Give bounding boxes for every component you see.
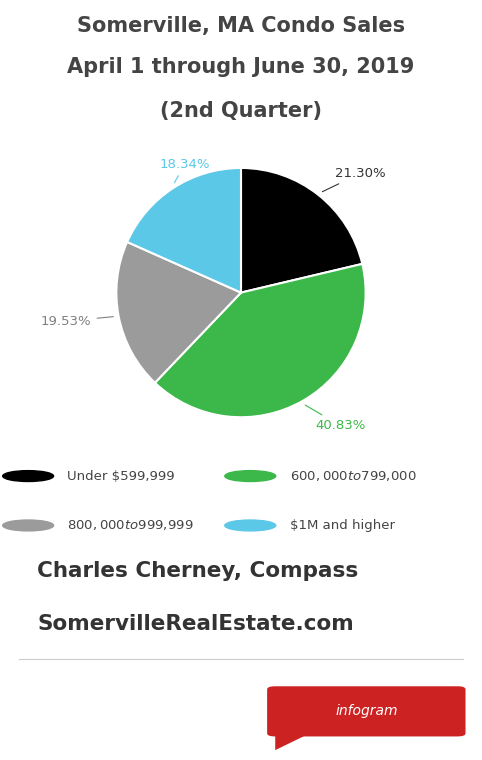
Circle shape bbox=[3, 520, 54, 531]
Circle shape bbox=[225, 470, 276, 482]
Circle shape bbox=[225, 520, 276, 531]
Polygon shape bbox=[275, 733, 309, 750]
Circle shape bbox=[3, 470, 54, 482]
Text: $600,000 to $799,000: $600,000 to $799,000 bbox=[290, 469, 416, 483]
Wedge shape bbox=[116, 242, 241, 383]
Wedge shape bbox=[241, 168, 362, 293]
Text: Charles Cherney, Compass: Charles Cherney, Compass bbox=[37, 561, 358, 581]
Text: Under $599,999: Under $599,999 bbox=[67, 470, 175, 483]
Text: SomervilleRealEstate.com: SomervilleRealEstate.com bbox=[37, 614, 354, 634]
Wedge shape bbox=[127, 168, 241, 293]
Text: April 1 through June 30, 2019: April 1 through June 30, 2019 bbox=[67, 58, 415, 78]
Text: 40.83%: 40.83% bbox=[305, 405, 365, 432]
Text: 21.30%: 21.30% bbox=[322, 167, 386, 192]
Wedge shape bbox=[155, 264, 366, 417]
Text: $1M and higher: $1M and higher bbox=[290, 519, 395, 532]
Text: Somerville, MA Condo Sales: Somerville, MA Condo Sales bbox=[77, 17, 405, 36]
Text: 18.34%: 18.34% bbox=[160, 157, 210, 182]
Text: infogram: infogram bbox=[335, 704, 398, 717]
Text: $800,000 to $999,999: $800,000 to $999,999 bbox=[67, 518, 194, 533]
Text: (2nd Quarter): (2nd Quarter) bbox=[160, 101, 322, 122]
Text: 19.53%: 19.53% bbox=[41, 315, 113, 328]
FancyBboxPatch shape bbox=[267, 686, 466, 736]
